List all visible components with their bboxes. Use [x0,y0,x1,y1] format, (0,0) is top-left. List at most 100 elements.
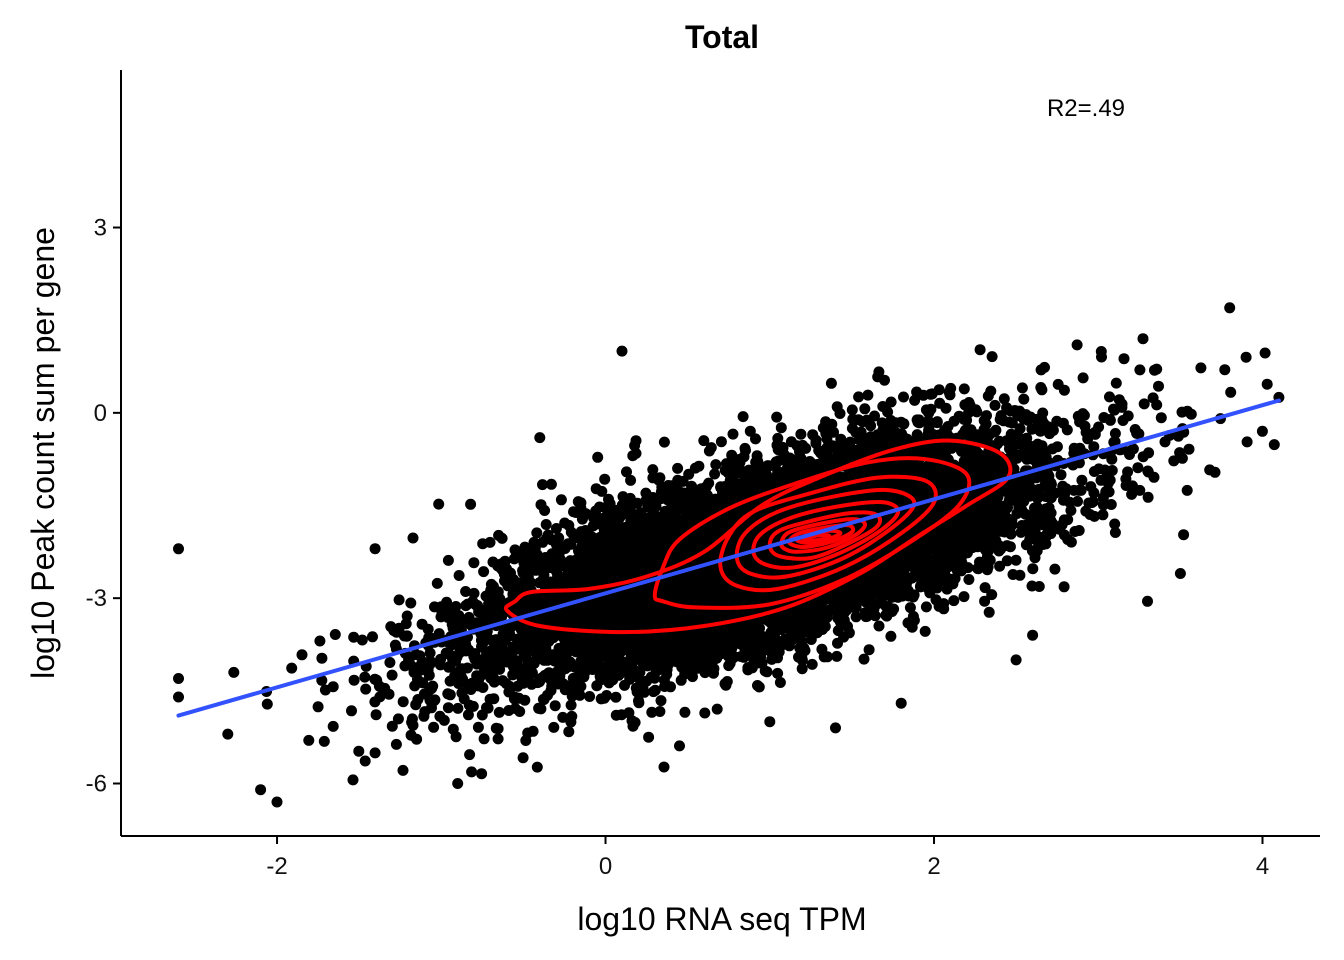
data-point [983,606,995,618]
data-point [407,532,419,544]
data-point [490,722,502,734]
data-point [795,428,807,440]
data-point [873,620,885,632]
data-point [578,671,590,683]
data-point [958,591,970,603]
data-point [575,497,587,509]
data-point [466,766,478,778]
data-point [1259,347,1271,359]
data-point [998,393,1010,405]
data-point [531,761,543,773]
data-point [1122,410,1134,422]
data-point [737,411,749,423]
data-point [603,677,615,689]
data-point [994,560,1006,572]
data-point [584,691,596,702]
data-point [862,389,874,401]
data-point [1031,501,1043,513]
data-point [727,428,739,440]
data-point [1055,469,1067,481]
plot-area [173,302,1285,808]
data-point [1132,462,1144,474]
data-point [819,621,831,632]
data-point [385,621,397,633]
data-point [610,691,622,703]
data-point [715,436,727,448]
data-point [1022,414,1034,426]
data-point [386,720,398,732]
data-point [1183,443,1195,455]
data-point [1137,333,1149,345]
data-point [1142,491,1154,503]
data-point [621,466,632,478]
data-point [424,647,436,659]
data-point [661,668,673,680]
data-point [911,386,923,398]
data-point [1077,372,1089,384]
data-point [384,657,396,668]
data-point [986,589,998,601]
data-point [710,459,722,471]
data-point [698,435,710,447]
data-point [941,583,953,595]
data-point [982,390,994,402]
data-point [625,474,637,486]
data-point [672,462,684,474]
data-point [898,391,909,403]
data-point [540,519,552,530]
data-point [703,477,715,489]
data-point [979,595,991,607]
data-point [1065,505,1077,516]
data-point [492,733,504,745]
data-point [359,755,371,767]
data-point [859,403,871,415]
data-point [948,595,960,607]
data-point [433,498,445,510]
data-point [853,391,865,403]
data-point [316,652,328,664]
data-point [772,667,784,679]
data-point [869,610,881,622]
data-point [537,536,549,548]
data-point [773,455,785,467]
data-point [537,479,548,491]
data-point [850,611,862,623]
data-point [535,499,547,511]
data-point [1072,495,1083,507]
data-point [442,554,454,566]
data-point [442,702,454,714]
data-point [963,574,975,585]
data-point [367,631,378,643]
data-point [633,697,645,709]
data-point [464,749,476,761]
data-point [831,650,843,662]
data-point [386,669,398,681]
data-point [428,721,440,733]
data-point [499,575,510,587]
data-point [360,683,372,695]
data-point [431,577,443,589]
data-point [1256,425,1268,437]
data-point [1088,441,1100,453]
data-point [1097,509,1109,521]
data-point [796,663,808,675]
data-point [1138,398,1150,410]
data-point [909,394,921,406]
data-point [1071,339,1083,351]
data-point [549,700,561,712]
data-point [646,706,658,718]
data-point [592,451,604,463]
data-point [771,411,783,423]
data-point [885,396,897,408]
data-point [392,713,404,725]
points-layer [173,302,1285,808]
data-point [654,706,666,717]
data-point [1085,481,1097,493]
data-point [563,726,575,738]
data-point [468,557,480,569]
data-point [347,774,359,786]
data-point [775,422,787,434]
data-point [346,705,357,717]
